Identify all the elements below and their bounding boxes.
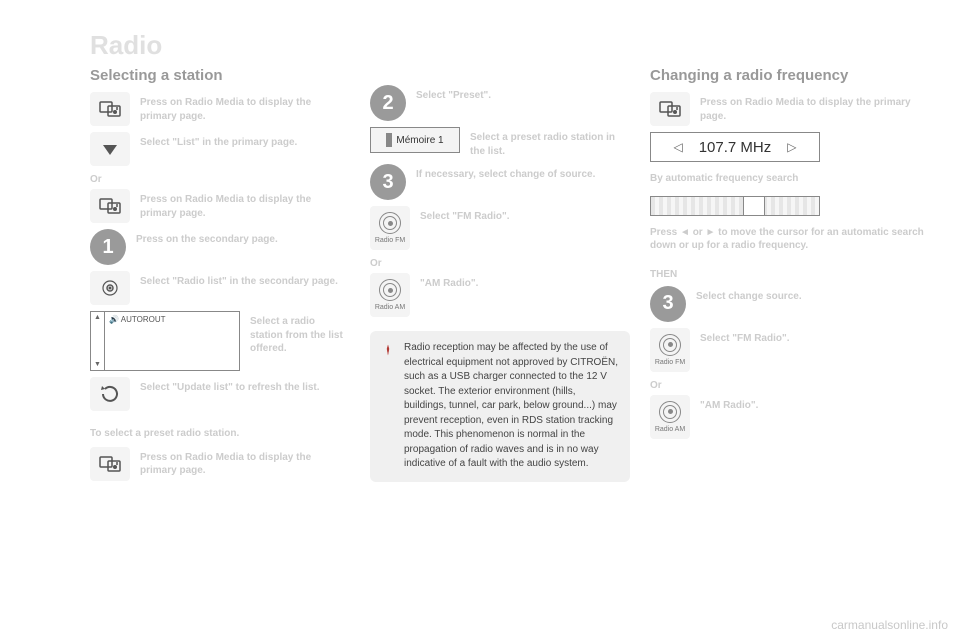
frequency-value: 107.7 MHz xyxy=(699,139,772,156)
station-name: AUTOROUT xyxy=(121,315,166,324)
media-icon xyxy=(90,189,130,223)
page-title: Radio xyxy=(90,30,910,61)
preset-label: Mémoire 1 xyxy=(396,135,443,146)
refresh-icon xyxy=(90,377,130,411)
down-triangle-icon xyxy=(90,132,130,166)
radio-am-label: Radio AM xyxy=(655,426,685,433)
instruction-text: Select "Preset". xyxy=(416,85,491,103)
station-list-scroll: ▲ ▼ xyxy=(91,312,105,370)
watermark: carmanualsonline.info xyxy=(831,618,948,632)
or-label: Or xyxy=(90,174,350,185)
station-list-box: ▲ ▼ 🔊 AUTOROUT xyxy=(90,311,240,371)
instruction-text: Select "Radio list" in the secondary pag… xyxy=(140,271,338,289)
radio-fm-source: Radio FM xyxy=(650,328,690,372)
or-label: Or xyxy=(370,258,630,269)
radio-am-source: Radio AM xyxy=(650,395,690,439)
frequency-slider xyxy=(650,196,820,216)
media-icon xyxy=(650,92,690,126)
station-list-content: 🔊 AUTOROUT xyxy=(105,312,239,370)
scroll-up-icon: ▲ xyxy=(94,314,101,321)
radio-fm-label: Radio FM xyxy=(655,359,685,366)
column-middle: 2 Select "Preset". Mémoire 1 Select a pr… xyxy=(370,67,630,487)
instruction-text: By automatic frequency search xyxy=(650,168,930,186)
instruction-text: If necessary, select change of source. xyxy=(416,164,595,182)
scroll-down-icon: ▼ xyxy=(94,361,101,368)
antenna-icon xyxy=(90,271,130,305)
radio-am-label: Radio AM xyxy=(375,304,405,311)
step-2-badge: 2 xyxy=(370,85,406,121)
speaker-icon: 🔊 xyxy=(109,315,119,324)
freq-right-arrow-icon: ▷ xyxy=(787,140,796,154)
step-1-badge: 1 xyxy=(90,229,126,265)
instruction-text: Press on Radio Media to display the prim… xyxy=(700,92,930,123)
instruction-text: Select "Update list" to refresh the list… xyxy=(140,377,320,395)
instruction-text: Select "FM Radio". xyxy=(700,328,790,346)
instruction-text: "AM Radio". xyxy=(420,273,478,291)
then-label: THEN xyxy=(650,269,930,280)
column-selecting-station: Selecting a station Press on Radio Media… xyxy=(90,67,350,487)
or-label: Or xyxy=(650,380,930,391)
preset-box: Mémoire 1 xyxy=(370,127,460,153)
instruction-text: Select "List" in the primary page. xyxy=(140,132,297,150)
freq-left-arrow-icon: ◁ xyxy=(673,140,682,154)
instruction-text: Select change source. xyxy=(696,286,802,304)
warning-icon xyxy=(380,341,396,472)
instruction-text: Press on Radio Media to display the prim… xyxy=(140,92,350,123)
radio-fm-source: Radio FM xyxy=(370,206,410,250)
instruction-text: Select a preset radio station in the lis… xyxy=(470,127,630,158)
warning-text: Radio reception may be affected by the u… xyxy=(404,341,618,472)
instruction-text: Press ◄ or ► to move the cursor for an a… xyxy=(650,222,930,253)
column-changing-frequency: Changing a radio frequency Press on Radi… xyxy=(650,67,930,487)
subheading-changing: Changing a radio frequency xyxy=(650,67,930,84)
instruction-text: "AM Radio". xyxy=(700,395,758,413)
media-icon xyxy=(90,447,130,481)
instruction-text: Press on Radio Media to display the prim… xyxy=(140,447,350,478)
media-icon xyxy=(90,92,130,126)
step-3-badge: 3 xyxy=(650,286,686,322)
slider-thumb xyxy=(743,196,765,216)
radio-fm-label: Radio FM xyxy=(375,237,405,244)
instruction-text: Press on the secondary page. xyxy=(136,229,278,247)
instruction-text: Select a radio station from the list off… xyxy=(250,311,350,356)
instruction-text: To select a preset radio station. xyxy=(90,423,350,441)
instruction-text: Select "FM Radio". xyxy=(420,206,510,224)
step-3-badge: 3 xyxy=(370,164,406,200)
subheading-selecting: Selecting a station xyxy=(90,67,350,84)
frequency-display: ◁ 107.7 MHz ▷ xyxy=(650,132,820,162)
preset-bar-icon xyxy=(386,133,392,147)
instruction-text: Press on Radio Media to display the prim… xyxy=(140,189,350,220)
warning-box: Radio reception may be affected by the u… xyxy=(370,331,630,482)
radio-am-source: Radio AM xyxy=(370,273,410,317)
